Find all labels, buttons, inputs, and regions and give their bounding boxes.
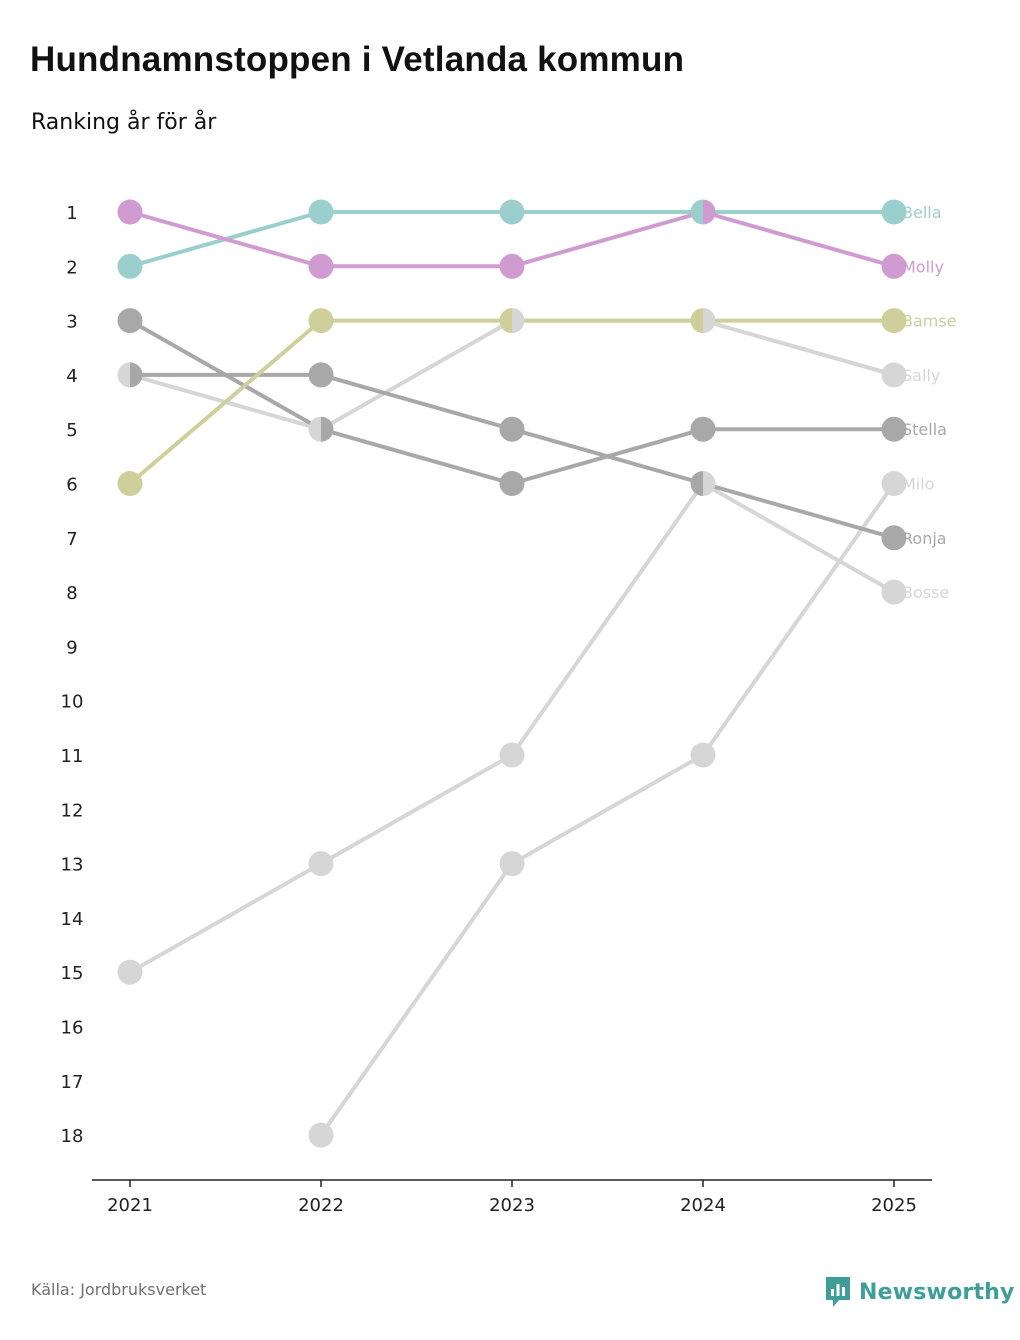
brand-logo: Newsworthy — [825, 1276, 1015, 1308]
y-tick-label: 8 — [66, 583, 77, 604]
point-bamse-2025 — [881, 308, 907, 334]
point-milo-2023 — [499, 851, 525, 877]
chart-subtitle: Ranking år för år — [31, 110, 217, 135]
point-ronja-2022 — [308, 362, 334, 388]
y-tick-label: 15 — [61, 963, 84, 984]
point-bosse-2022 — [308, 851, 334, 877]
y-tick-label: 6 — [66, 475, 77, 496]
series-lines — [128, 210, 896, 1138]
y-tick-label: 1 — [66, 203, 77, 224]
chart-title: Hundnamnstoppen i Vetlanda kommun — [30, 40, 685, 79]
point-molly-2023 — [499, 253, 525, 279]
x-axis: 2021 2022 2023 2024 2025 — [92, 1179, 932, 1216]
point-molly-2025 — [881, 253, 907, 279]
point-milo-2022 — [308, 1122, 334, 1148]
point-bella-2022 — [308, 199, 334, 225]
point-sally-2023 — [512, 308, 525, 334]
point-bella-2025 — [881, 199, 907, 225]
x-tick-label: 2024 — [680, 1195, 726, 1216]
point-molly-2021 — [117, 199, 143, 225]
y-tick-label: 18 — [61, 1126, 84, 1147]
y-tick-label: 9 — [66, 637, 77, 658]
point-stella-2021 — [117, 308, 143, 334]
newsworthy-logo-icon — [826, 1277, 850, 1307]
point-sally-2024 — [703, 308, 716, 334]
point-milo-2025 — [881, 471, 907, 496]
series-label-sally: Sally — [902, 366, 940, 385]
point-bosse-2021 — [117, 959, 143, 985]
point-bella-2021 — [117, 253, 143, 279]
point-molly-2024 — [703, 199, 716, 225]
point-sally-2022 — [308, 416, 321, 442]
x-tick-label: 2021 — [107, 1195, 153, 1216]
point-ronja-2025 — [881, 525, 907, 551]
y-tick-label: 14 — [61, 909, 84, 930]
y-tick-label: 10 — [61, 692, 84, 713]
y-tick-label: 16 — [61, 1018, 84, 1039]
point-stella-2023 — [499, 471, 525, 496]
series-line-stella — [128, 318, 896, 486]
point-ronja-2021 — [130, 362, 143, 388]
point-bosse-2025 — [881, 579, 907, 605]
point-bella-2023 — [499, 199, 525, 225]
point-milo-2024 — [690, 742, 716, 768]
series-line-milo — [319, 481, 896, 1138]
series-label-milo: Milo — [902, 475, 934, 494]
series-label-stella: Stella — [902, 420, 947, 439]
series-label-bella: Bella — [902, 203, 942, 222]
point-bamse-2021 — [117, 471, 143, 496]
y-tick-label: 5 — [66, 420, 77, 441]
series-labels: Bella Molly Bamse Sally Stella Milo Ronja Bosse — [902, 203, 957, 602]
point-sally-2025 — [881, 362, 907, 388]
y-tick-label: 3 — [66, 312, 77, 333]
point-sally-2021 — [117, 362, 130, 388]
point-molly-2022 — [308, 253, 334, 279]
point-bosse-2024 — [703, 471, 716, 496]
point-ronja-2023 — [499, 416, 525, 442]
point-bamse-2023 — [499, 308, 512, 334]
source-note: Källa: Jordbruksverket — [31, 1280, 207, 1299]
y-tick-label: 2 — [66, 257, 77, 278]
y-tick-label: 7 — [66, 529, 77, 550]
y-tick-label: 4 — [66, 366, 77, 387]
point-bosse-2023 — [499, 742, 525, 768]
series-line-ronja — [128, 372, 896, 540]
series-line-bosse — [128, 481, 896, 975]
x-tick-label: 2022 — [298, 1195, 344, 1216]
point-stella-2024 — [690, 416, 716, 442]
point-stella-2025 — [881, 416, 907, 442]
series-label-molly: Molly — [902, 257, 944, 276]
brand-name: Newsworthy — [859, 1279, 1015, 1305]
point-bamse-2022 — [308, 308, 334, 334]
point-ronja-2024 — [690, 471, 703, 496]
series-line-bamse — [128, 318, 896, 486]
x-tick-label: 2023 — [489, 1195, 535, 1216]
y-tick-label: 12 — [61, 800, 84, 821]
y-tick-label: 13 — [61, 855, 84, 876]
y-tick-label: 11 — [61, 746, 84, 767]
x-tick-label: 2025 — [871, 1195, 917, 1216]
series-label-bosse: Bosse — [902, 583, 949, 602]
series-label-bamse: Bamse — [902, 312, 957, 331]
y-tick-label: 17 — [61, 1072, 84, 1093]
series-label-ronja: Ronja — [902, 529, 947, 548]
point-bella-2024 — [690, 199, 703, 225]
point-stella-2022 — [321, 416, 334, 442]
point-bamse-2024 — [690, 308, 703, 334]
series-points — [117, 199, 907, 1148]
